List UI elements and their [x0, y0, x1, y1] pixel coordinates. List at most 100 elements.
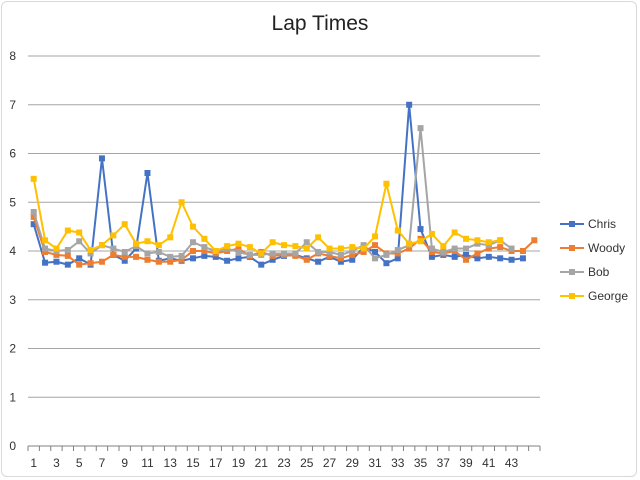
x-tick-label: 5 — [76, 456, 83, 470]
x-tick-label: 1 — [30, 456, 37, 470]
data-point-bob — [428, 245, 435, 252]
data-point-chris — [212, 253, 219, 260]
data-point-bob — [235, 248, 242, 255]
data-point-george — [64, 227, 71, 234]
data-point-bob — [110, 245, 117, 252]
data-point-chris — [383, 260, 390, 267]
legend: Chris Woody Bob George — [560, 217, 628, 303]
data-point-chris — [406, 101, 413, 108]
data-point-woody — [178, 256, 185, 263]
data-point-george — [42, 237, 49, 244]
data-point-chris — [258, 261, 265, 268]
data-point-chris — [485, 253, 492, 260]
data-point-woody — [235, 245, 242, 252]
data-point-bob — [178, 252, 185, 259]
data-point-bob — [281, 250, 287, 257]
data-point-chris — [372, 248, 379, 255]
data-point-woody — [144, 256, 151, 263]
data-point-george — [224, 243, 231, 250]
legend-label-george: George — [588, 289, 628, 303]
data-point-chris — [189, 255, 196, 262]
series-group — [30, 101, 538, 268]
data-point-bob — [201, 244, 208, 251]
data-point-george — [451, 229, 458, 236]
data-point-george — [235, 240, 242, 247]
data-point-woody — [189, 248, 196, 254]
data-point-woody — [30, 213, 37, 220]
x-tick-label: 15 — [186, 456, 200, 470]
data-point-george — [53, 245, 60, 252]
data-point-chris — [53, 258, 60, 265]
data-point-chris — [121, 257, 128, 264]
data-point-chris — [269, 256, 276, 263]
data-point-george — [212, 248, 219, 254]
data-point-chris — [508, 256, 515, 263]
data-point-woody — [349, 251, 356, 258]
data-point-woody — [337, 255, 344, 262]
data-point-chris — [474, 255, 481, 262]
data-point-bob — [144, 250, 151, 257]
data-point-bob — [303, 239, 310, 246]
x-tick-label: 43 — [505, 456, 519, 470]
data-point-george — [30, 175, 37, 182]
data-point-george — [98, 242, 105, 249]
data-point-george — [474, 237, 481, 244]
data-point-woody — [64, 252, 71, 259]
data-point-woody — [133, 253, 140, 260]
data-point-george — [258, 250, 265, 257]
data-point-george — [246, 244, 253, 251]
data-point-george — [201, 235, 208, 242]
data-point-chris — [30, 221, 37, 228]
y-tick-label: 2 — [9, 342, 16, 356]
data-point-bob — [337, 251, 344, 258]
data-point-george — [428, 230, 435, 237]
y-tick-label: 0 — [9, 439, 16, 453]
data-point-george — [121, 221, 128, 228]
legend-label-chris: Chris — [588, 217, 616, 231]
data-point-george — [372, 233, 379, 240]
data-point-chris — [144, 170, 151, 176]
data-point-bob — [155, 248, 162, 255]
data-point-chris — [76, 255, 83, 262]
legend-marker-george — [569, 293, 575, 299]
legend-label-woody: Woody — [588, 241, 625, 255]
y-tick-label: 3 — [9, 293, 16, 307]
data-point-chris — [497, 255, 504, 262]
data-point-woody — [303, 256, 310, 263]
data-point-bob — [87, 250, 94, 257]
data-point-chris — [519, 255, 526, 262]
data-point-george — [144, 238, 151, 245]
data-point-chris — [224, 257, 231, 264]
data-point-bob — [440, 248, 447, 255]
data-point-bob — [349, 248, 356, 254]
data-point-bob — [76, 238, 83, 245]
data-point-bob — [292, 250, 299, 257]
data-point-george — [110, 232, 117, 239]
data-point-george — [303, 245, 310, 252]
data-point-woody — [497, 244, 504, 251]
data-point-woody — [155, 258, 162, 265]
data-point-bob — [394, 247, 401, 254]
data-point-woody — [463, 256, 470, 263]
x-tick-label: 17 — [209, 456, 223, 470]
data-point-bob — [474, 240, 481, 247]
x-tick-label: 33 — [391, 456, 405, 470]
data-point-chris — [428, 253, 435, 260]
data-point-bob — [326, 248, 333, 255]
data-point-chris — [235, 255, 242, 262]
x-tick-label: 37 — [437, 456, 451, 470]
data-point-bob — [372, 255, 379, 262]
x-tick-label: 7 — [99, 456, 106, 470]
data-point-george — [360, 245, 367, 252]
x-tick-label: 25 — [300, 456, 314, 470]
data-point-george — [440, 243, 447, 250]
data-point-woody — [474, 250, 481, 257]
data-point-chris — [42, 259, 49, 266]
data-point-bob — [315, 248, 322, 255]
y-tick-label: 4 — [9, 244, 16, 258]
data-point-george — [417, 238, 424, 245]
x-tick-label: 39 — [459, 456, 473, 470]
data-point-george — [292, 243, 299, 250]
chart-title: Lap Times — [271, 12, 369, 35]
